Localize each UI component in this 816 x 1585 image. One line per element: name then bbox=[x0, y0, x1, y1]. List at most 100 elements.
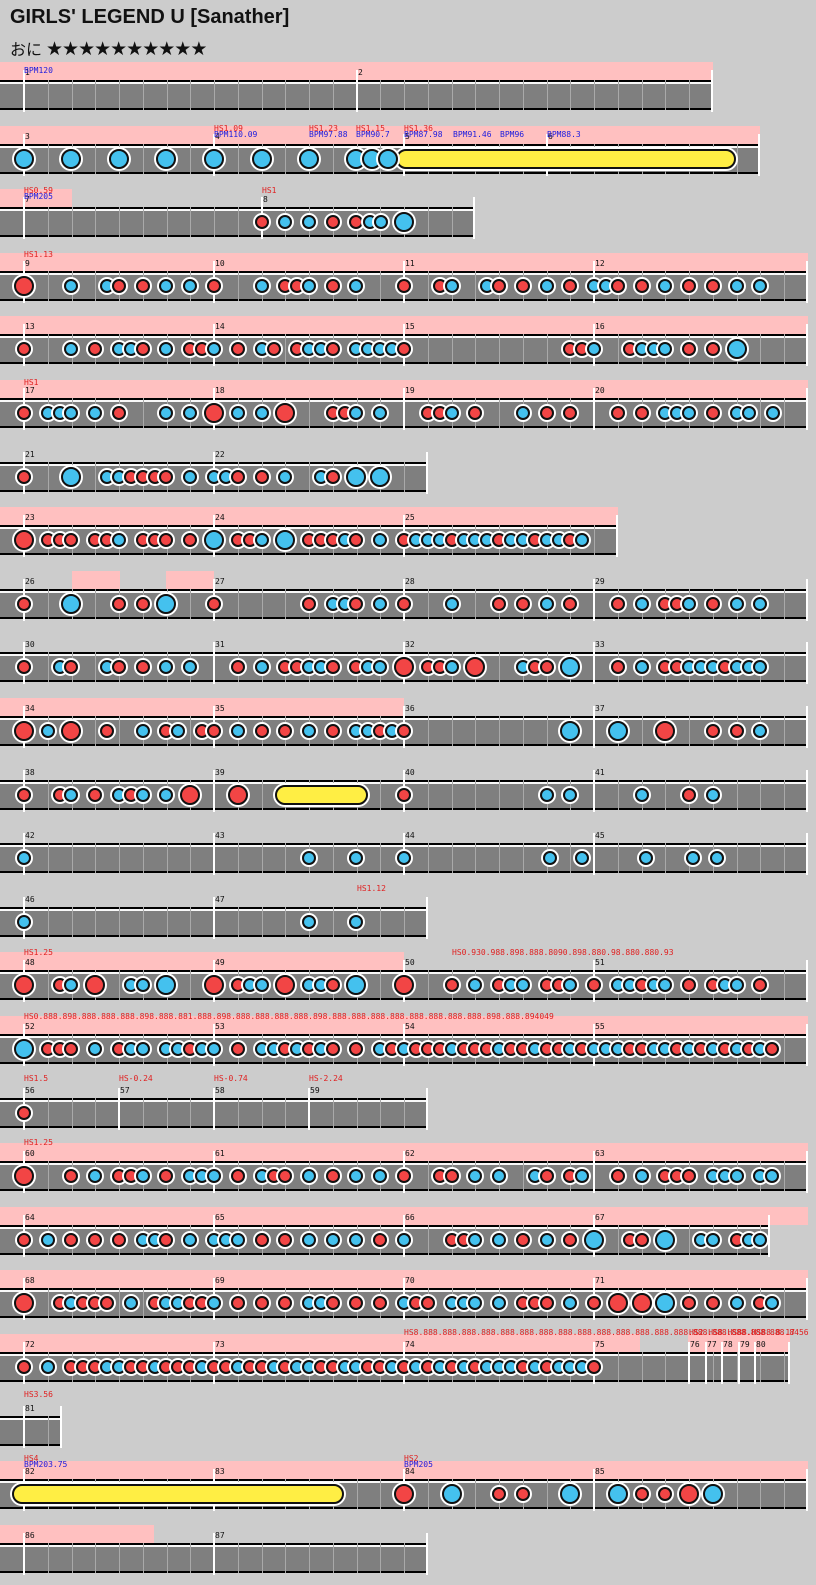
beat-line bbox=[665, 843, 666, 873]
ka-note bbox=[468, 1233, 482, 1247]
measure-number: 53 bbox=[215, 1022, 225, 1031]
beat-line bbox=[784, 271, 785, 301]
beat-line bbox=[784, 1034, 785, 1064]
don-note bbox=[706, 1296, 720, 1310]
bar-line bbox=[593, 833, 595, 875]
beat-line bbox=[784, 398, 785, 428]
beat-line bbox=[689, 1225, 690, 1255]
ka-big-note bbox=[299, 149, 319, 169]
don-note bbox=[183, 533, 197, 547]
measure-row: 17 18 19 20 HS1 bbox=[0, 378, 816, 440]
don-note bbox=[326, 1042, 340, 1056]
beat-line bbox=[48, 652, 49, 682]
beat-line bbox=[570, 843, 571, 873]
beat-line bbox=[357, 1479, 358, 1509]
don-note bbox=[255, 1296, 269, 1310]
bar-line bbox=[23, 1533, 25, 1575]
ka-note bbox=[88, 1042, 102, 1056]
ka-note bbox=[64, 279, 78, 293]
ka-note bbox=[207, 1296, 221, 1310]
bar-line bbox=[806, 770, 808, 812]
don-note bbox=[278, 724, 292, 738]
beat-line bbox=[357, 1098, 358, 1128]
don-note bbox=[17, 1233, 31, 1247]
ka-note bbox=[575, 533, 589, 547]
beat-line bbox=[262, 80, 263, 110]
ka-note bbox=[742, 406, 756, 420]
ka-note bbox=[397, 1233, 411, 1247]
measure-number: 42 bbox=[25, 831, 35, 840]
measure-number: 39 bbox=[215, 768, 225, 777]
don-big-note bbox=[608, 1293, 628, 1313]
measure-row: 1 2 BPM120 bbox=[0, 62, 816, 122]
bar-line bbox=[806, 261, 808, 303]
beat-line bbox=[95, 843, 96, 873]
beat-line bbox=[262, 780, 263, 810]
beat-line bbox=[190, 144, 191, 174]
measure-number: 25 bbox=[405, 513, 415, 522]
ka-note bbox=[540, 788, 554, 802]
measure-row: 72 73 74 75 76 77 78 79 80 HS8.888.888.888.888.88… bbox=[0, 1328, 816, 1394]
measure-number: 20 bbox=[595, 386, 605, 395]
measure-number: 37 bbox=[595, 704, 605, 713]
scroll-change: HS1.23 bbox=[309, 124, 338, 133]
ka-note bbox=[397, 851, 411, 865]
don-note bbox=[397, 342, 411, 356]
beat-line bbox=[48, 1161, 49, 1191]
beat-line bbox=[190, 970, 191, 1000]
ka-note bbox=[492, 1169, 506, 1183]
pink-band bbox=[0, 1334, 640, 1352]
beat-line bbox=[143, 907, 144, 937]
beat-line bbox=[618, 780, 619, 810]
ka-note bbox=[710, 851, 724, 865]
ka-note bbox=[540, 279, 554, 293]
beat-line bbox=[167, 207, 168, 237]
ka-note bbox=[730, 1169, 744, 1183]
don-note bbox=[349, 215, 363, 229]
beat-line bbox=[642, 80, 643, 110]
measure-number: 18 bbox=[215, 386, 225, 395]
ka-note bbox=[658, 279, 672, 293]
ka-note bbox=[445, 660, 459, 674]
don-note bbox=[326, 978, 340, 992]
ka-note bbox=[171, 724, 185, 738]
beat-line bbox=[143, 207, 144, 237]
don-big-note bbox=[679, 1484, 699, 1504]
beat-line bbox=[167, 80, 168, 110]
beat-line bbox=[784, 652, 785, 682]
beat-line bbox=[95, 589, 96, 619]
beat-line bbox=[285, 334, 286, 364]
beat-line bbox=[475, 589, 476, 619]
bar-line bbox=[806, 324, 808, 366]
beat-line bbox=[428, 589, 429, 619]
ka-note bbox=[64, 406, 78, 420]
beat-line bbox=[48, 780, 49, 810]
bar-line bbox=[758, 134, 760, 176]
bar-line bbox=[806, 1278, 808, 1320]
ka-note bbox=[136, 978, 150, 992]
ka-note bbox=[255, 279, 269, 293]
don-note bbox=[563, 1233, 577, 1247]
beat-line bbox=[190, 716, 191, 746]
beat-line bbox=[784, 716, 785, 746]
beat-line bbox=[143, 1098, 144, 1128]
beat-line bbox=[618, 80, 619, 110]
measure-row: 42 43 44 45 bbox=[0, 825, 816, 885]
bar-line bbox=[426, 1533, 428, 1575]
beat-line bbox=[642, 1352, 643, 1382]
measure-number: 40 bbox=[405, 768, 415, 777]
don-note bbox=[445, 978, 459, 992]
ka-note bbox=[349, 1169, 363, 1183]
scroll-change: HS4 bbox=[24, 1454, 39, 1463]
bpm-change: BPM90.7 bbox=[356, 130, 390, 139]
pink-band bbox=[72, 571, 120, 589]
scroll-change: HS1.36 bbox=[404, 124, 433, 133]
ka-big-note bbox=[204, 149, 224, 169]
ka-note bbox=[575, 851, 589, 865]
beat-line bbox=[48, 207, 49, 237]
beat-line bbox=[547, 716, 548, 746]
ka-note bbox=[159, 279, 173, 293]
beat-line bbox=[119, 1288, 120, 1318]
bar-line bbox=[705, 1342, 707, 1384]
beat-line bbox=[143, 843, 144, 873]
